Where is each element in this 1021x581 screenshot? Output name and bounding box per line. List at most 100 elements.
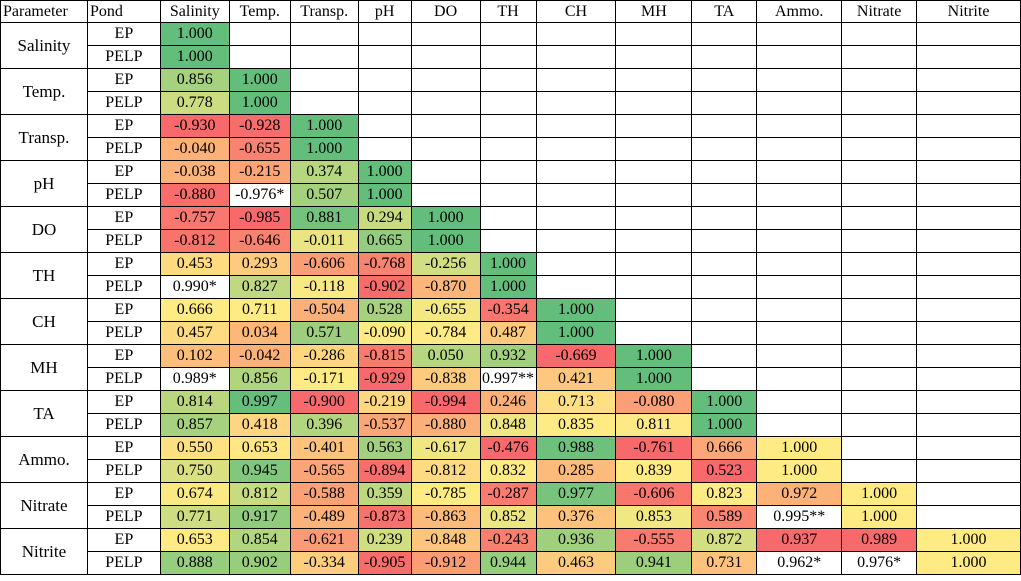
pond-cell: EP <box>86 252 161 276</box>
empty-cell <box>916 413 1021 437</box>
value-cell: 0.102 <box>159 344 230 368</box>
empty-cell <box>357 114 412 138</box>
value-cell: 0.050 <box>410 344 481 368</box>
value-cell: 1.000 <box>756 436 843 460</box>
empty-cell <box>479 45 537 69</box>
value-cell: 0.239 <box>357 528 412 552</box>
value-cell: 0.396 <box>289 413 359 437</box>
value-cell: 0.823 <box>691 482 758 506</box>
empty-cell <box>691 206 758 230</box>
value-cell: 0.359 <box>357 482 412 506</box>
value-cell: 0.418 <box>228 413 291 437</box>
pond-cell: EP <box>86 114 161 138</box>
value-cell: -0.219 <box>357 390 412 414</box>
empty-cell <box>916 459 1021 483</box>
value-cell: 0.962* <box>756 551 843 575</box>
empty-cell <box>410 137 481 161</box>
value-cell: -0.757 <box>159 206 230 230</box>
empty-cell <box>756 229 843 253</box>
column-header: DO <box>410 0 481 23</box>
empty-cell <box>410 114 481 138</box>
value-cell: 0.945 <box>228 459 291 483</box>
value-cell: 1.000 <box>691 413 758 437</box>
value-cell: -0.985 <box>228 206 291 230</box>
value-cell: 1.000 <box>228 68 291 92</box>
value-cell: -0.976* <box>228 183 291 207</box>
value-cell: -0.812 <box>410 459 481 483</box>
parameter-cell: pH <box>0 160 88 207</box>
value-cell: -0.761 <box>615 436 693 460</box>
value-cell: 0.285 <box>535 459 617 483</box>
value-cell: 0.972 <box>756 482 843 506</box>
empty-cell <box>916 22 1021 46</box>
empty-cell <box>691 275 758 299</box>
value-cell: 0.827 <box>228 275 291 299</box>
empty-cell <box>410 68 481 92</box>
value-cell: 1.000 <box>479 275 537 299</box>
empty-cell <box>756 45 843 69</box>
table-body: Salinity EP 1.000 PELP 1.000 Temp. EP 0.856 1.00… <box>0 22 1021 575</box>
parameter-cell: TH <box>0 252 88 299</box>
pond-cell: EP <box>86 482 161 506</box>
empty-cell <box>691 137 758 161</box>
pond-cell: EP <box>86 528 161 552</box>
empty-cell <box>535 137 617 161</box>
empty-cell <box>841 344 918 368</box>
value-cell: 0.731 <box>691 551 758 575</box>
value-cell: 0.853 <box>615 505 693 529</box>
empty-cell <box>289 91 359 115</box>
value-cell: 0.814 <box>159 390 230 414</box>
empty-cell <box>691 252 758 276</box>
empty-cell <box>410 45 481 69</box>
value-cell: 0.881 <box>289 206 359 230</box>
value-cell: 0.571 <box>289 321 359 345</box>
empty-cell <box>691 183 758 207</box>
parameter-cell: Transp. <box>0 114 88 161</box>
empty-cell <box>615 252 693 276</box>
table-row: PELP 0.778 1.000 <box>1 91 1021 115</box>
value-cell: -0.905 <box>357 551 412 575</box>
table-row: PELP 0.457 0.034 0.571 -0.090 -0.784 0.487 1.00… <box>1 321 1021 345</box>
empty-cell <box>615 160 693 184</box>
value-cell: 0.666 <box>159 298 230 322</box>
parameter-cell: Temp. <box>0 68 88 115</box>
empty-cell <box>916 137 1021 161</box>
empty-cell <box>916 206 1021 230</box>
value-cell: -0.812 <box>159 229 230 253</box>
column-header: TH <box>479 0 537 23</box>
table-row: Ammo. EP 0.550 0.653 -0.401 0.563 -0.617 -0.476… <box>0 436 1021 483</box>
empty-cell <box>916 183 1021 207</box>
empty-cell <box>357 91 412 115</box>
value-cell: 1.000 <box>159 45 230 69</box>
empty-cell <box>756 390 843 414</box>
value-cell: -0.040 <box>159 137 230 161</box>
pond-cell: PELP <box>86 137 161 161</box>
empty-cell <box>756 160 843 184</box>
empty-cell <box>756 114 843 138</box>
value-cell: 0.848 <box>479 413 537 437</box>
table-row: Nitrate EP 0.674 0.812 -0.588 0.359 -0.785 -0.2… <box>0 482 1021 529</box>
value-cell: 0.872 <box>691 528 758 552</box>
value-cell: -0.476 <box>479 436 537 460</box>
empty-cell <box>841 390 918 414</box>
empty-cell <box>756 137 843 161</box>
empty-cell <box>756 275 843 299</box>
value-cell: 1.000 <box>410 229 481 253</box>
pond-cell: PELP <box>86 321 161 345</box>
table-row: CH EP 0.666 0.711 -0.504 0.528 -0.655 -0.354 1.0… <box>0 298 1021 345</box>
value-cell: -0.606 <box>615 482 693 506</box>
empty-cell <box>916 321 1021 345</box>
value-cell: -0.655 <box>410 298 481 322</box>
empty-cell <box>410 91 481 115</box>
pond-cell: PELP <box>86 91 161 115</box>
table-row: Transp. EP -0.930 -0.928 1.000 <box>0 114 1021 161</box>
value-cell: 1.000 <box>535 321 617 345</box>
empty-cell <box>841 45 918 69</box>
value-cell: 0.750 <box>159 459 230 483</box>
pond-cell: PELP <box>86 45 161 69</box>
column-header: Parameter <box>0 0 88 23</box>
empty-cell <box>228 22 291 46</box>
empty-cell <box>756 298 843 322</box>
value-cell: 0.835 <box>535 413 617 437</box>
pond-cell: EP <box>86 206 161 230</box>
